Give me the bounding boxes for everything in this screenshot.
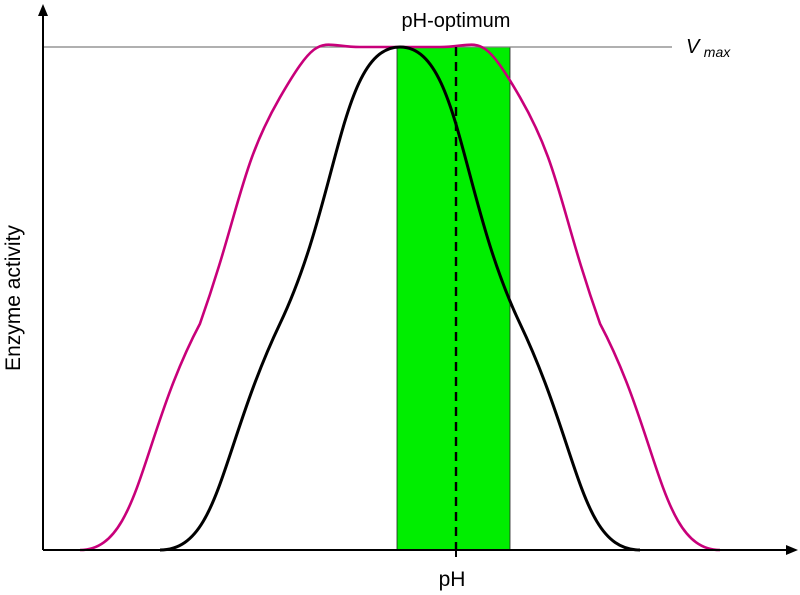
ph-optimum-band — [396, 46, 511, 551]
x-axis-arrow — [786, 545, 798, 555]
narrow-activity-curve — [159, 45, 641, 552]
vmax-label-subscript: max — [704, 44, 731, 60]
vmax-label-main: V — [686, 36, 701, 58]
y-axis-label: Enzyme activity — [2, 225, 25, 371]
vmax-label: V max — [686, 36, 731, 60]
axes — [38, 4, 798, 557]
y-axis-arrow — [38, 4, 48, 16]
optimum-label: pH-optimum — [402, 10, 511, 32]
x-axis-label: pH — [439, 568, 466, 591]
